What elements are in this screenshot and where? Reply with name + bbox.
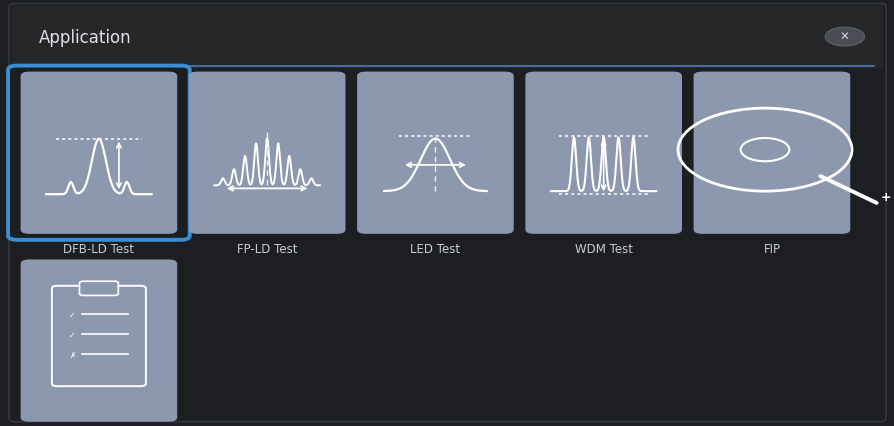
Text: WDM Test: WDM Test — [574, 243, 632, 256]
Text: ✓: ✓ — [69, 330, 75, 339]
FancyBboxPatch shape — [189, 72, 345, 234]
Text: ✕: ✕ — [839, 31, 849, 44]
Text: ✗: ✗ — [69, 350, 75, 359]
FancyBboxPatch shape — [21, 72, 177, 234]
Text: LED Test: LED Test — [409, 243, 460, 256]
Text: DFB-LD Test: DFB-LD Test — [63, 243, 134, 256]
FancyBboxPatch shape — [12, 6, 882, 69]
FancyBboxPatch shape — [357, 72, 513, 234]
Text: +: + — [880, 191, 890, 204]
FancyBboxPatch shape — [8, 66, 190, 240]
FancyBboxPatch shape — [21, 260, 177, 422]
FancyBboxPatch shape — [9, 4, 885, 422]
Text: FIP: FIP — [763, 243, 780, 256]
FancyBboxPatch shape — [693, 72, 849, 234]
FancyBboxPatch shape — [525, 72, 681, 234]
Circle shape — [824, 28, 864, 47]
Text: ✓: ✓ — [69, 310, 75, 319]
Text: FP-LD Test: FP-LD Test — [237, 243, 297, 256]
Text: Application: Application — [38, 29, 131, 46]
FancyBboxPatch shape — [80, 282, 118, 296]
